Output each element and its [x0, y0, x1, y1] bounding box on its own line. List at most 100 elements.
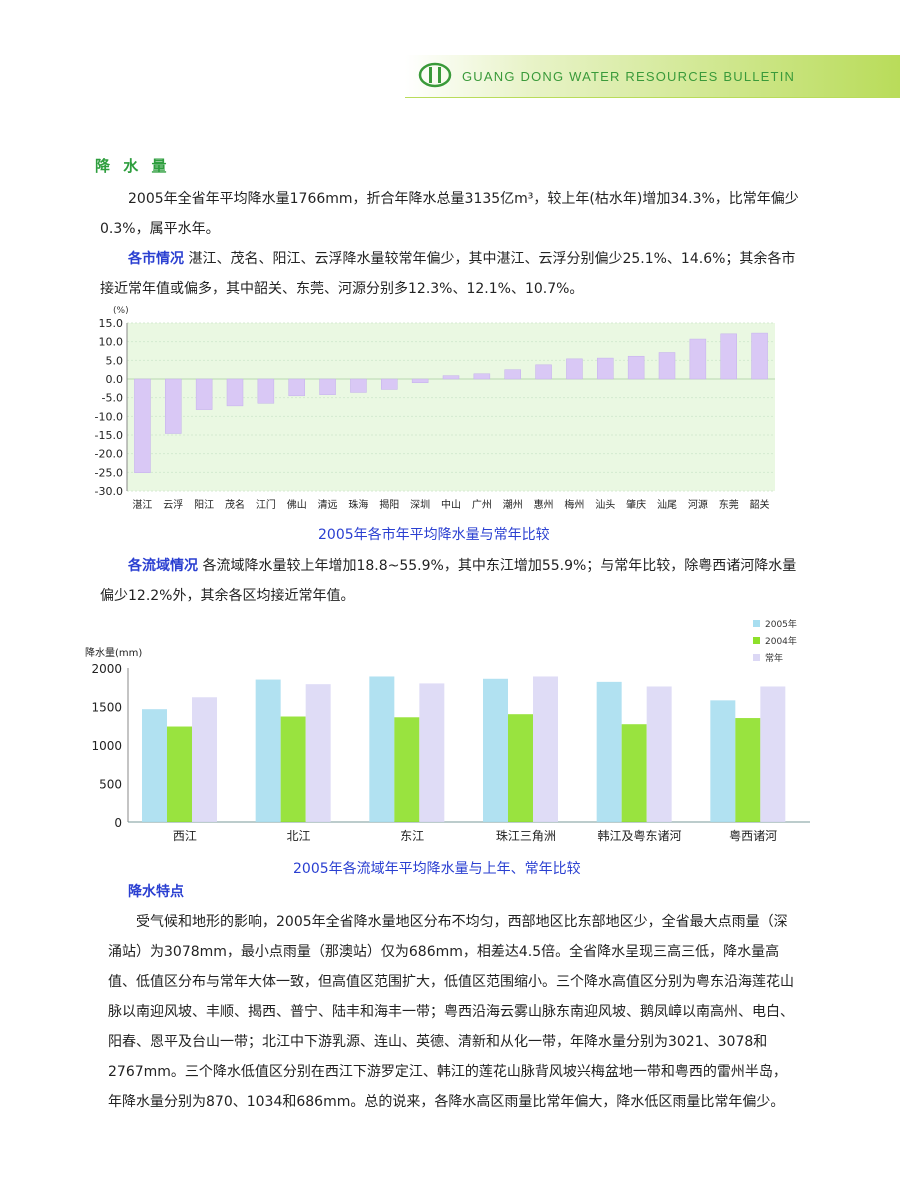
cities-paragraph: 各市情况 湛江、茂名、阳江、云浮降水量较常年偏少，其中湛江、云浮分别偏少25.1…	[100, 244, 800, 304]
bar	[350, 378, 367, 393]
bar-2005年	[596, 681, 622, 822]
bar-2005年	[142, 709, 167, 822]
x-tick-label: 梅州	[564, 498, 584, 511]
bar	[597, 357, 614, 380]
y-tick-label: -20.0	[95, 448, 123, 461]
y-tick-label: -5.0	[102, 392, 123, 405]
x-tick-label: 汕尾	[657, 499, 677, 511]
x-tick-label: 韶关	[750, 498, 770, 511]
x-tick-label: 粤西诸河	[729, 828, 777, 843]
x-tick-label: 湛江	[132, 499, 152, 511]
bar-常年	[760, 686, 786, 822]
y-tick-label: 1500	[91, 701, 122, 715]
y-tick-label: 0.0	[106, 373, 124, 386]
x-tick-label: 北江	[286, 829, 310, 843]
x-tick-label: 珠江三角洲	[496, 829, 556, 843]
legend-label: 常年	[765, 652, 783, 664]
bar	[751, 332, 768, 380]
header-bar	[405, 55, 900, 97]
intro-paragraph: 2005年全省年平均降水量1766mm，折合年降水总量3135亿m³，较上年(枯…	[100, 191, 799, 237]
x-tick-label: 江门	[256, 498, 276, 511]
y-tick-label: 0	[114, 816, 122, 830]
bar	[226, 378, 244, 407]
bar	[535, 364, 552, 380]
bar-2005年	[369, 676, 395, 822]
y-axis-unit: (%)	[113, 306, 129, 316]
features-label: 降水特点	[128, 884, 184, 900]
y-tick-label: 1000	[91, 739, 122, 753]
y-tick-label: 10.0	[99, 336, 124, 349]
basins-paragraph: 各流域情况 各流域降水量较上年增加18.8~55.9%，其中东江增加55.9%；…	[100, 551, 800, 611]
bar	[381, 378, 398, 390]
cities-text: 湛江、茂名、阳江、云浮降水量较常年偏少，其中湛江、云浮分别偏少25.1%、14.…	[100, 251, 796, 297]
bar-2004年	[167, 726, 192, 822]
bar	[134, 378, 151, 473]
basins-label: 各流域情况	[128, 558, 198, 574]
legend-swatch	[753, 654, 760, 661]
x-tick-label: 云浮	[163, 499, 183, 511]
bar	[319, 378, 336, 395]
x-tick-label: 东江	[400, 829, 424, 843]
header-divider	[405, 97, 900, 98]
bar	[689, 338, 707, 380]
x-tick-label: 肇庆	[626, 498, 646, 511]
x-tick-label: 惠州	[534, 498, 554, 511]
x-tick-label: 茂名	[225, 498, 245, 511]
x-tick-label: 东莞	[719, 498, 739, 511]
y-tick-label: -10.0	[95, 410, 123, 423]
legend-label: 2004年	[765, 635, 797, 647]
bar	[627, 355, 645, 380]
x-tick-label: 汕头	[595, 499, 615, 511]
bar	[288, 378, 305, 397]
x-tick-label: 中山	[441, 498, 461, 511]
y-tick-label: 15.0	[99, 317, 124, 330]
y-tick-label: -25.0	[95, 466, 123, 479]
plot-background	[127, 323, 775, 491]
bar-常年	[192, 697, 217, 822]
bar-2004年	[280, 716, 306, 822]
y-axis-label: 降水量(mm)	[85, 646, 142, 659]
x-tick-label: 河源	[688, 498, 708, 511]
bar-常年	[533, 676, 558, 822]
bar-2004年	[621, 724, 647, 822]
city-chart: (%)15.0 10.0 5.0 0.0 -5.0 -10.0 -15.0 -20.0 -25.…	[95, 306, 775, 511]
bar	[257, 378, 275, 404]
x-tick-label: 广州	[472, 499, 492, 511]
bar-2005年	[483, 678, 508, 822]
city-chart-title: 2005年各市年平均降水量与常年比较	[318, 527, 550, 543]
x-tick-label: 阳江	[194, 499, 214, 511]
bar-常年	[646, 686, 672, 822]
bar-2004年	[508, 714, 533, 822]
bulletin-logo-icon	[418, 62, 452, 88]
basin-chart-title: 2005年各流域年平均降水量与上年、常年比较	[293, 861, 581, 877]
bar	[411, 378, 429, 383]
section-title: 降 水 量	[95, 157, 171, 175]
x-tick-label: 清远	[318, 498, 338, 511]
features-paragraph: 受气候和地形的影响，2005年全省降水量地区分布不均匀，西部地区比东部地区少，全…	[108, 914, 794, 1110]
bar-常年	[305, 684, 331, 822]
x-tick-label: 潮州	[503, 498, 523, 511]
x-tick-label: 揭阳	[379, 498, 399, 511]
x-tick-label: 珠海	[348, 498, 368, 511]
y-tick-label: -30.0	[95, 485, 123, 498]
y-tick-label: 2000	[91, 662, 122, 676]
bar	[473, 373, 491, 380]
legend-label: 2005年	[765, 618, 797, 630]
legend-swatch	[753, 637, 760, 644]
bar-2005年	[255, 679, 281, 822]
bar	[504, 369, 521, 380]
bar	[658, 352, 676, 380]
bar-常年	[419, 683, 445, 822]
bulletin-title: GUANG DONG WATER RESOURCES BULLETIN	[462, 69, 796, 84]
basin-chart: 降水量(mm) 2000 1500 1000 500 0 西江 北江 东江 珠江三角洲 韩江及粤东诸…	[85, 618, 810, 843]
x-tick-label: 佛山	[287, 498, 307, 511]
y-tick-label: 500	[99, 778, 122, 792]
bar	[720, 333, 737, 380]
x-tick-label: 深圳	[410, 499, 430, 511]
x-tick-label: 韩江及粤东诸河	[597, 828, 681, 843]
y-tick-label: 5.0	[106, 354, 124, 367]
bar	[566, 358, 583, 380]
y-tick-label: -15.0	[95, 429, 123, 442]
bar	[195, 378, 213, 410]
bar	[165, 378, 182, 434]
